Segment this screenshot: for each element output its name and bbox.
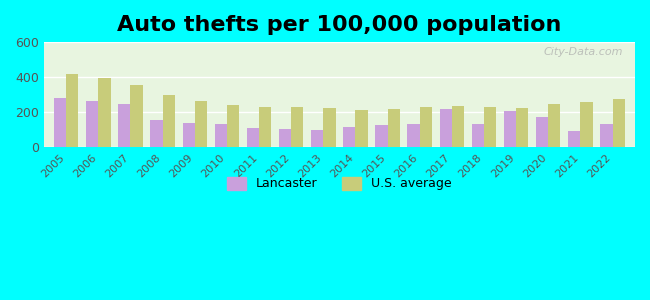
Bar (472, 124, 484, 147)
Bar (195, 101, 207, 147)
Bar (580, 102, 593, 147)
Bar (536, 117, 548, 147)
Bar (86, 101, 98, 147)
Bar (612, 99, 625, 147)
Legend: Lancaster, U.S. average: Lancaster, U.S. average (222, 172, 457, 196)
Bar (439, 109, 452, 147)
Bar (356, 110, 368, 147)
Bar (387, 109, 400, 147)
Bar (452, 106, 464, 147)
Bar (227, 105, 239, 147)
Bar (118, 104, 131, 147)
Bar (323, 108, 335, 147)
Bar (420, 106, 432, 147)
Bar (568, 131, 580, 147)
Bar (516, 108, 528, 147)
Bar (548, 104, 560, 147)
Bar (484, 107, 496, 147)
Bar (54, 98, 66, 147)
Bar (279, 129, 291, 147)
Bar (150, 120, 162, 147)
Bar (131, 85, 143, 147)
Bar (291, 107, 304, 147)
Bar (162, 94, 175, 147)
Bar (311, 130, 323, 147)
Bar (504, 111, 516, 147)
Bar (214, 124, 227, 147)
Bar (375, 125, 387, 147)
Bar (66, 74, 79, 147)
Bar (98, 78, 110, 147)
Bar (343, 127, 356, 147)
Bar (183, 123, 195, 147)
Bar (259, 107, 271, 147)
Bar (247, 128, 259, 147)
Text: City-Data.com: City-Data.com (543, 47, 623, 57)
Bar (408, 124, 420, 147)
Title: Auto thefts per 100,000 population: Auto thefts per 100,000 population (117, 15, 562, 35)
Bar (601, 124, 612, 147)
